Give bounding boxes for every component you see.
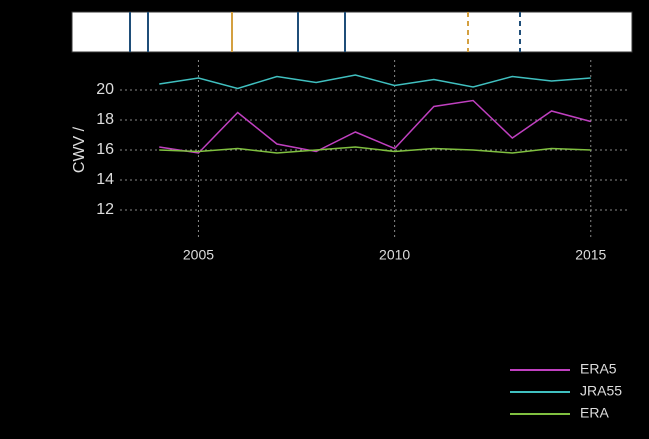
legend-label: JRA55 [580,383,622,399]
y-tick-label: 16 [96,141,114,158]
top-label: 24 [40,17,60,37]
x-tick-label: 2010 [379,247,410,263]
y-tick-label: 12 [96,201,114,218]
y-tick-label: 20 [96,81,114,98]
chart: 24 CWV / ERA5 JRA55 ERA 12 14 16 18 20 2005 2010… [0,0,649,439]
x-tick-label: 2015 [575,247,606,263]
y-tick-label: 14 [96,171,114,188]
y-axis-label: CWV / [71,126,88,173]
background [0,0,649,439]
top-panel [72,12,632,52]
legend-label: ERA [580,405,609,421]
y-tick-label: 18 [96,111,114,128]
x-tick-label: 2005 [183,247,214,263]
legend-label: ERA5 [580,361,617,377]
